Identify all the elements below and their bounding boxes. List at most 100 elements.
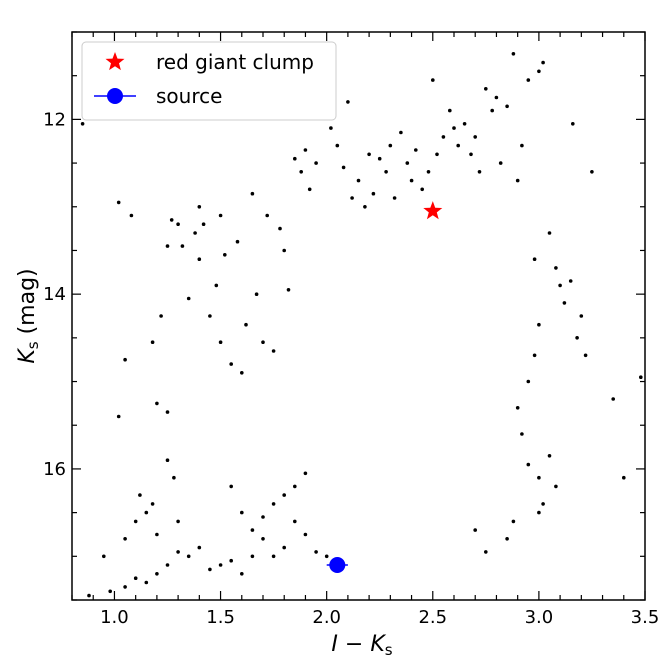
field-star-point [473, 528, 478, 532]
field-star-point [250, 191, 255, 196]
legend-star-icon [105, 52, 125, 71]
field-star-point [511, 519, 516, 524]
field-star-point [356, 178, 361, 183]
field-star-point [214, 283, 219, 288]
axis-ticks [71, 31, 646, 601]
field-star-point [123, 537, 127, 541]
field-star-point [293, 484, 297, 489]
field-star-point [341, 165, 346, 170]
field-star-point [579, 314, 584, 318]
x-tick-label: 2.0 [312, 607, 341, 628]
field-star-point [558, 283, 562, 288]
field-star-point [537, 475, 541, 480]
field-star-point [218, 563, 223, 567]
field-star-point [129, 213, 134, 218]
field-star-point [622, 475, 626, 480]
field-star-point [484, 87, 488, 91]
field-star-point [490, 108, 495, 113]
x-tick-label: 3.5 [631, 607, 660, 628]
legend-label-red-giant-clump: red giant clump [156, 50, 314, 74]
field-star-point [303, 532, 308, 537]
field-star-point [307, 187, 312, 192]
x-tick-label: 1.0 [100, 607, 129, 628]
field-star-point [537, 322, 541, 327]
field-star-point [363, 205, 367, 209]
x-tick-labels: 1.0 1.5 2.0 2.5 3.0 3.5 [100, 607, 659, 628]
field-star-point [261, 340, 265, 345]
y-axis-label: Ks (mag) [15, 268, 42, 363]
field-star-point [271, 502, 276, 506]
field-star-point [176, 222, 180, 226]
field-star-point [186, 296, 191, 301]
y-tick-label: 16 [43, 459, 66, 480]
field-star-point [250, 554, 255, 559]
field-star-point [240, 371, 244, 375]
field-star-point [541, 60, 545, 65]
field-star-point [484, 550, 488, 554]
field-star-point [138, 493, 142, 497]
field-star-point [282, 248, 287, 253]
field-star-point [293, 519, 297, 524]
field-star-point [165, 458, 170, 463]
field-star-point [80, 122, 85, 126]
field-star-point [176, 550, 180, 554]
field-star-point [169, 218, 174, 222]
field-star-point [473, 135, 478, 139]
field-star-point [526, 78, 531, 82]
field-star-point [133, 519, 138, 524]
field-star-point [409, 178, 414, 183]
field-star-point [282, 493, 287, 497]
field-star-point [176, 519, 180, 524]
field-star-point [165, 563, 170, 567]
field-star-point [532, 257, 537, 262]
field-star-point [314, 550, 318, 554]
y-tick-labels: 12 14 16 [43, 109, 66, 480]
field-star-point [159, 314, 163, 318]
x-axis-label: I − Ks [331, 632, 392, 659]
field-star-point [526, 462, 531, 467]
field-star-point [223, 253, 227, 257]
field-star-point [293, 156, 297, 161]
field-star-point [367, 152, 371, 157]
field-star-point [568, 279, 573, 283]
field-star-point [520, 143, 524, 148]
field-star-point [208, 567, 212, 572]
field-star-point [240, 510, 244, 515]
field-star-point [350, 196, 354, 200]
field-star-point [165, 410, 170, 414]
field-star-point [265, 213, 270, 218]
field-star-point [526, 379, 531, 384]
field-star-point [575, 336, 579, 340]
field-star-point [392, 196, 397, 200]
field-star-point [426, 170, 431, 174]
field-star-point [116, 414, 121, 419]
legend-label-source: source [156, 84, 222, 108]
field-star-point [218, 213, 223, 218]
field-star-point [371, 191, 376, 196]
field-star-point [405, 161, 410, 165]
x-tick-label: 3.0 [525, 607, 554, 628]
field-star-point [197, 545, 202, 550]
field-star-point [197, 257, 202, 262]
field-star-point [186, 554, 191, 559]
field-star-point [520, 432, 524, 436]
field-star-point [448, 108, 452, 113]
field-star-point [303, 471, 308, 476]
field-star-point [452, 126, 456, 130]
field-star-point [377, 156, 382, 161]
field-star-point [123, 357, 127, 362]
legend-box [81, 41, 337, 121]
field-stars [80, 52, 643, 598]
field-star-point [590, 170, 594, 174]
field-star-point [155, 401, 159, 406]
field-star-point [250, 528, 255, 532]
field-star-point [180, 244, 185, 248]
field-star-point [303, 148, 308, 152]
special-markers [326, 201, 443, 573]
field-star-point [494, 95, 499, 100]
field-star-point [193, 231, 197, 235]
field-star-point [547, 231, 552, 235]
field-star-point [229, 362, 233, 366]
field-star-point [562, 301, 567, 305]
field-star-point [554, 266, 558, 270]
